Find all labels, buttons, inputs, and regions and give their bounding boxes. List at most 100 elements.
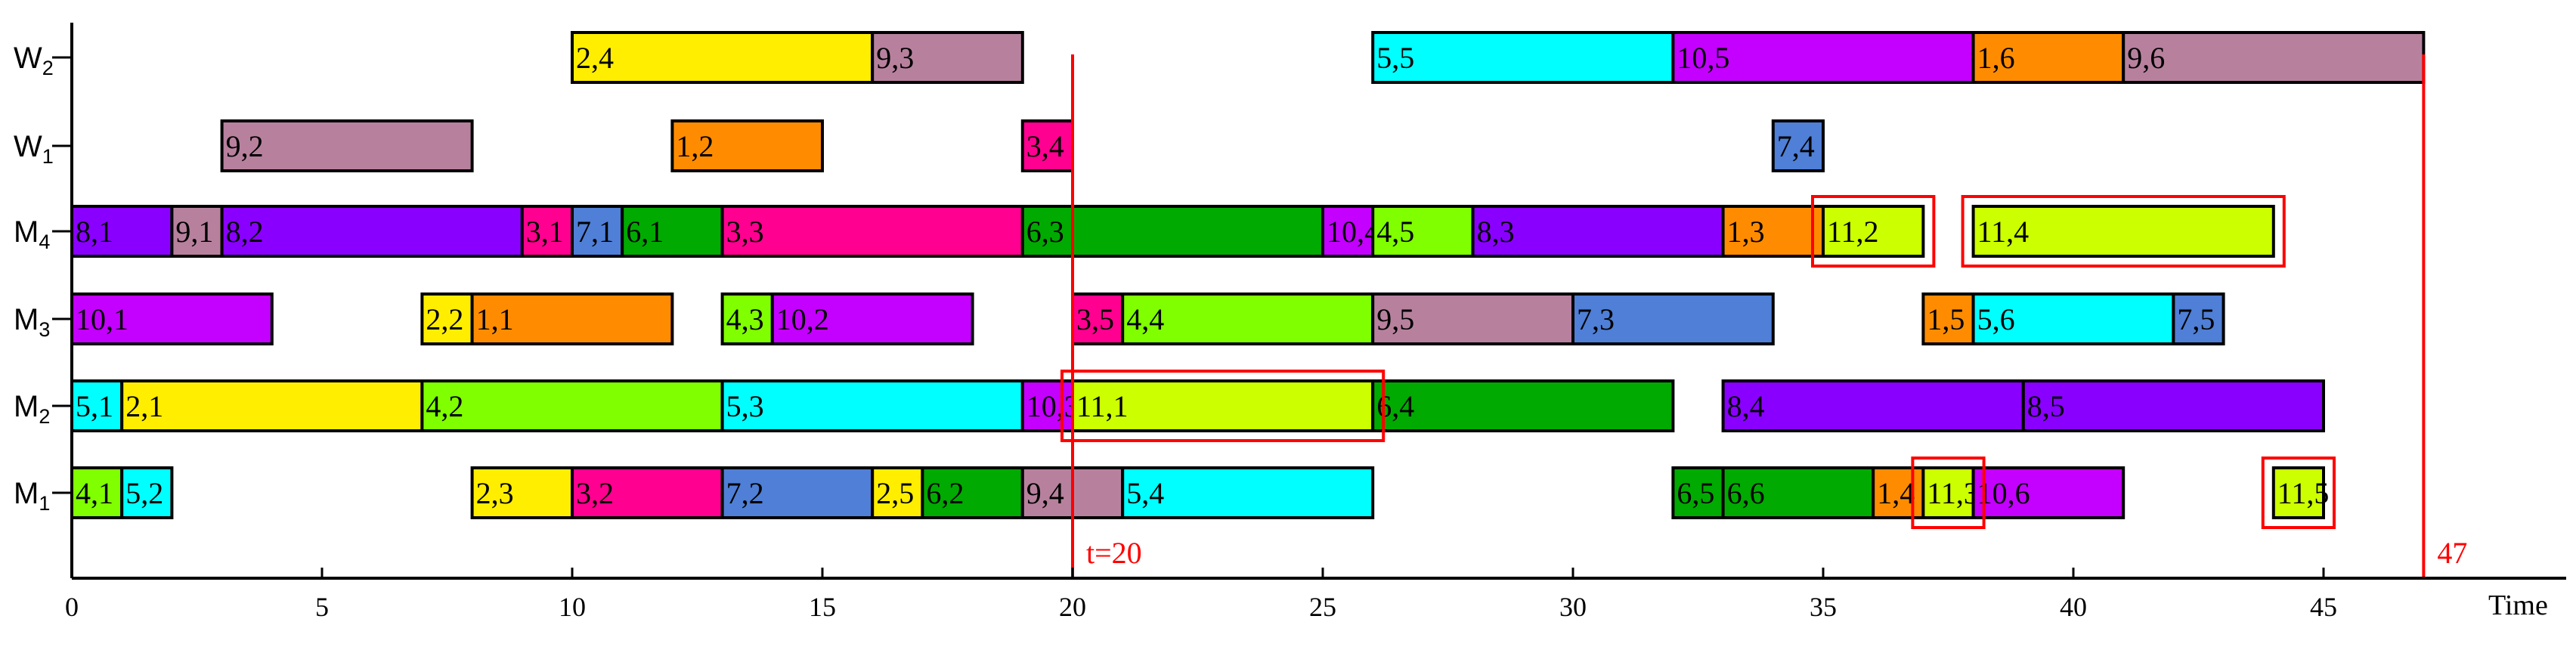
task-label: 5,3 [726,389,764,423]
task-label: 6,3 [1026,215,1064,249]
task-bar-rect [871,31,1024,84]
task-bar-rect [1771,119,1825,172]
task-bar-rect [1921,466,1975,519]
task-label: 1,1 [476,302,514,336]
task-bar: 5,4 [1121,466,1375,519]
x-tick-label: 35 [1810,592,1837,622]
x-tick-label: 0 [65,592,79,622]
task-bar: 1,4 [1872,466,1925,519]
task-bar: 4,4 [1121,292,1375,345]
task-label: 7,1 [576,215,614,249]
x-tick-label: 40 [2060,592,2087,622]
x-tick-label: 30 [1559,592,1587,622]
task-label: 9,2 [226,129,264,163]
row-label-w2: W2 [14,42,54,79]
task-bar: 1,5 [1921,292,1975,345]
task-bar: 1,3 [1721,205,1825,258]
task-bar: 10,3 [1020,379,1079,432]
task-bar-rect [420,379,724,432]
task-bar-rect [470,466,574,519]
task-bar: 10,5 [1671,31,1975,84]
task-bar-rect [1321,205,1375,258]
task-label: 1,6 [1977,41,2015,75]
task-bar: 4,2 [420,379,724,432]
task-bar: 6,5 [1671,466,1725,519]
task-label: 10,1 [76,302,128,336]
task-label: 8,1 [76,215,113,249]
task-label: 3,3 [726,215,764,249]
task-label: 4,4 [1126,302,1164,336]
task-bar: 6,4 [1371,379,1675,432]
task-label: 7,5 [2177,302,2215,336]
task-label: 11,4 [1977,215,2030,249]
highlight-box [2261,457,2336,529]
task-bar-rect [571,205,624,258]
x-tick-label: 25 [1309,592,1336,622]
highlight-box [1060,370,1386,442]
task-label: 9,5 [1376,302,1414,336]
task-bar: 6,2 [921,466,1024,519]
task-bar-rect [720,379,1024,432]
task-label: 11,5 [2277,476,2330,510]
task-bar: 8,3 [1471,205,1725,258]
task-bar-rect [2271,466,2326,519]
task-bar: 3,3 [720,205,1024,258]
task-label: 2,2 [426,302,463,336]
task-label: 11,1 [1076,389,1129,423]
task-bar-rect [70,205,174,258]
task-bar-rect [1721,205,1825,258]
task-bar-rect [1721,466,1875,519]
task-bar: 6,6 [1721,466,1875,519]
task-bar: 5,5 [1371,31,1675,84]
task-bar: 3,5 [1071,292,1125,345]
task-bar-rect [220,119,474,172]
task-bar: 11,4 [1971,205,2275,258]
task-bar-rect [571,31,875,84]
highlight-box [1811,195,1936,268]
task-bar: 9,6 [2122,31,2426,84]
task-label: 11,3 [1927,476,1979,510]
task-bar: 7,2 [720,466,875,519]
task-bar: 1,1 [470,292,674,345]
task-bar: 5,6 [1971,292,2175,345]
task-bar: 6,1 [621,205,724,258]
task-label: 8,3 [1477,215,1515,249]
task-label: 5,2 [125,476,163,510]
task-bar: 8,5 [2021,379,2326,432]
time-markers: t=20 47 [1071,54,2467,578]
task-bar: 11,1 [1071,379,1375,432]
task-label: 3,1 [526,215,564,249]
task-label: 1,5 [1927,302,1965,336]
task-label: 10,3 [1026,389,1079,423]
task-bar-rect [120,466,174,519]
task-bar: 7,1 [571,205,624,258]
task-bar-rect [1020,205,1325,258]
highlight-boxes [1060,195,2336,529]
task-bar: 4,1 [70,466,124,519]
task-bar: 2,3 [470,466,574,519]
task-bar-rect [571,466,724,519]
task-label: 10,2 [776,302,829,336]
task-bar: 8,2 [220,205,524,258]
task-label: 8,2 [226,215,264,249]
task-bar: 10,1 [70,292,274,345]
task-label: 5,4 [1126,476,1164,510]
task-bar-rect [1371,31,1675,84]
task-bar: 4,5 [1371,205,1475,258]
task-bar: 3,1 [520,205,574,258]
task-label: 5,1 [76,389,113,423]
task-bar: 3,4 [1020,119,1075,172]
task-label: 2,1 [125,389,163,423]
task-label: 10,6 [1977,476,2030,510]
row-labels: W2 W1 M4 M3 M2 M1 [14,42,72,515]
task-label: 1,3 [1727,215,1765,249]
task-bar: 7,4 [1771,119,1825,172]
task-bar: 9,5 [1371,292,1574,345]
task-bar-rect [720,466,875,519]
task-bar-rect [1721,379,2025,432]
task-label: 1,2 [676,129,714,163]
task-label: 7,3 [1577,302,1615,336]
x-tick-label: 20 [1059,592,1086,622]
task-bar-rect [170,205,224,258]
task-bar-rect [2172,292,2225,345]
